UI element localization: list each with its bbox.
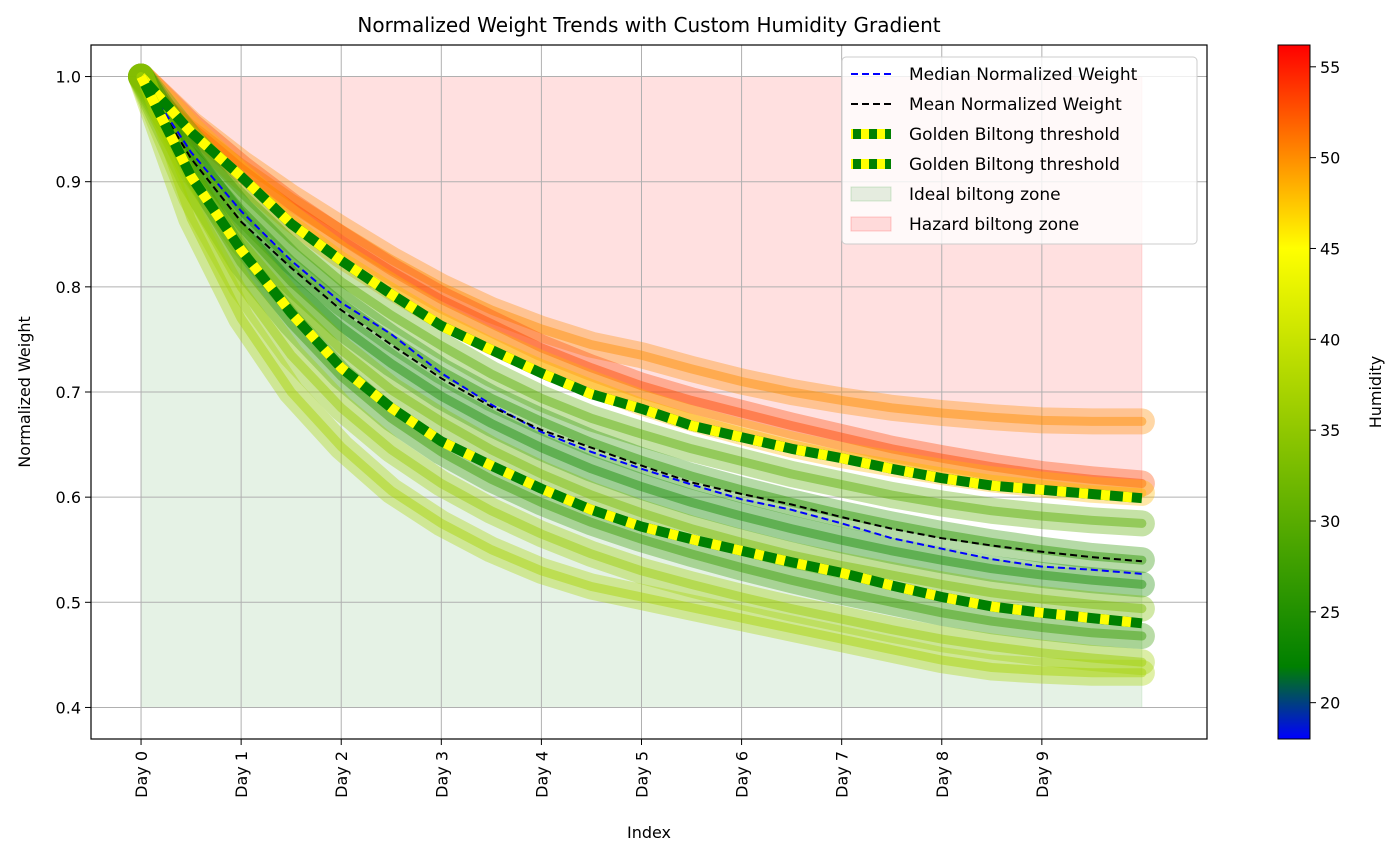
x-tick-label: Day 2 — [332, 751, 351, 798]
colorbar: 20 25 30 35 40 45 50 55 Humidity — [1277, 44, 1385, 740]
colorbar-ticks: 20 25 30 35 40 45 50 55 — [1310, 58, 1340, 713]
median-line — [140, 75, 1142, 575]
colorbar-gradient — [1277, 44, 1311, 740]
series-layer — [136, 73, 1143, 629]
sample-band — [128, 63, 1155, 676]
x-tick-label: Day 7 — [833, 751, 852, 798]
sample-band-core — [136, 72, 1147, 488]
y-axis-ticks: 0.4 0.5 0.6 0.7 0.8 0.9 1.0 — [56, 68, 91, 717]
y-tick-label: 0.6 — [56, 488, 81, 507]
sample-band-core — [136, 72, 1147, 667]
x-tick-label: Day 5 — [632, 751, 651, 798]
legend-label: Mean Normalized Weight — [909, 95, 1122, 115]
colorbar-tick-label: 25 — [1320, 603, 1340, 622]
sample-band — [128, 63, 1155, 497]
x-tick-label: Day 8 — [933, 751, 952, 798]
mean-line — [140, 75, 1142, 563]
sample-band — [128, 63, 1155, 537]
legend-swatch — [850, 186, 892, 202]
sample-band-core — [136, 72, 1147, 678]
sample-band-core — [136, 72, 1147, 614]
colorbar-tick-label: 45 — [1320, 239, 1340, 258]
y-tick-label: 0.4 — [56, 698, 81, 717]
threshold-line-dash — [137, 73, 1143, 504]
legend-label: Hazard biltong zone — [909, 215, 1079, 235]
sample-band — [128, 63, 1155, 622]
sample-band-core — [136, 72, 1147, 528]
sample-band — [128, 63, 1155, 649]
grid-lines — [91, 45, 1207, 739]
y-tick-label: 0.8 — [56, 278, 81, 297]
y-tick-label: 0.5 — [56, 593, 81, 612]
colorbar-label: Humidity — [1366, 356, 1385, 429]
sample-band — [128, 63, 1155, 686]
sample-band-core — [136, 72, 1147, 426]
colorbar-tick-label: 40 — [1320, 330, 1340, 349]
legend-label: Ideal biltong zone — [909, 185, 1061, 205]
y-axis-title: Normalized Weight — [15, 316, 34, 468]
y-tick-label: 1.0 — [56, 68, 81, 87]
y-tick-label: 0.9 — [56, 173, 81, 192]
x-tick-label: Day 3 — [432, 751, 451, 798]
x-tick-label: Day 1 — [232, 751, 251, 798]
threshold-line-dash — [136, 74, 1143, 629]
legend: Median Normalized Weight Mean Normalized … — [841, 56, 1198, 245]
colorbar-tick-label: 50 — [1320, 149, 1340, 168]
legend-box — [841, 56, 1198, 245]
legend-label: Golden Biltong threshold — [909, 125, 1120, 145]
x-tick-label: Day 4 — [532, 751, 551, 798]
y-tick-label: 0.7 — [56, 383, 81, 402]
colorbar-tick-label: 35 — [1320, 421, 1340, 440]
x-tick-label: Day 9 — [1033, 751, 1052, 798]
sample-band-core — [136, 72, 1147, 641]
chart-title: Normalized Weight Trends with Custom Hum… — [357, 13, 940, 37]
colorbar-tick-label: 55 — [1320, 58, 1340, 77]
legend-swatch — [850, 216, 892, 232]
sample-band-core — [136, 72, 1147, 565]
x-tick-label: Day 0 — [132, 751, 151, 798]
colorbar-tick-label: 20 — [1320, 694, 1340, 713]
sample-band — [128, 63, 1155, 574]
x-tick-label: Day 6 — [733, 751, 752, 798]
x-axis-ticks: Day 0 Day 1 Day 2 Day 3 Day 4 Day 5 Day 6 Day 7… — [132, 739, 1052, 798]
x-axis-title: Index — [627, 823, 671, 842]
legend-label: Golden Biltong threshold — [909, 155, 1120, 175]
sample-band — [128, 63, 1155, 435]
colorbar-tick-label: 30 — [1320, 512, 1340, 531]
sample-bands — [128, 63, 1155, 686]
legend-label: Median Normalized Weight — [909, 65, 1138, 85]
sample-band — [128, 63, 1155, 598]
sample-band-core — [136, 72, 1147, 589]
